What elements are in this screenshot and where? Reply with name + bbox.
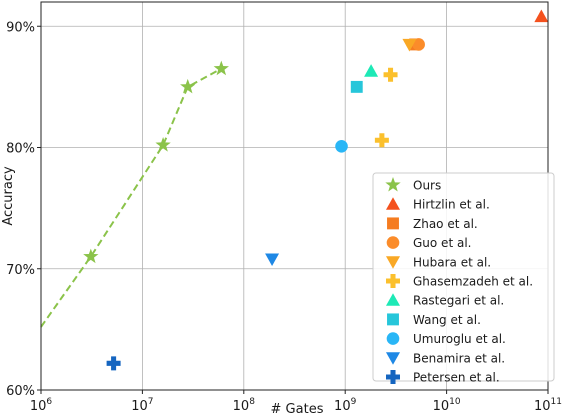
ghasemzadeh-et-al-point — [374, 133, 389, 148]
legend-marker-umuroglu-et-al — [386, 332, 400, 345]
x-tick-label: 106 — [30, 397, 53, 414]
legend-marker-ghasemzadeh-et-al — [386, 274, 400, 288]
ours-point — [213, 60, 229, 76]
legend-box — [372, 172, 555, 382]
legend-marker-hubara-et-al — [386, 256, 400, 269]
y-tick-label: 60% — [6, 384, 35, 399]
petersen-et-al-point — [106, 356, 121, 371]
legend-marker-benamira-et-al — [386, 352, 400, 365]
series-lines — [40, 67, 222, 328]
rastegari-et-al-point — [364, 64, 379, 77]
y-tick-label: 90% — [6, 20, 35, 35]
legend-marker-guo-et-al — [386, 236, 400, 249]
legend-marker-ours — [385, 176, 401, 192]
guo-et-al-point — [412, 38, 425, 51]
legend-label-zhao-et-al: Zhao et al. — [413, 217, 478, 231]
x-tick-label: 107 — [131, 397, 153, 414]
legend-label-rastegari-et-al: Rastegari et al. — [413, 294, 504, 308]
y-tick-label: 80% — [6, 142, 35, 157]
x-tick-label: 1010 — [433, 397, 461, 414]
legend-marker-rastegari-et-al — [386, 293, 400, 306]
x-tick-label: 1011 — [534, 397, 562, 414]
legend-label-hubara-et-al: Hubara et al. — [413, 255, 491, 269]
legend-label-petersen-et-al: Petersen et al. — [413, 371, 500, 385]
legend-marker-petersen-et-al — [386, 370, 400, 384]
ours-point — [83, 248, 99, 264]
legend-label-umuroglu-et-al: Umuroglu et al. — [413, 332, 506, 346]
legend-marker-hirtzlin-et-al — [386, 197, 400, 210]
x-axis-label: # Gates — [271, 402, 324, 415]
wang-et-al-point — [350, 80, 363, 93]
ours-point — [155, 137, 171, 152]
benamira-et-al-point — [265, 253, 280, 267]
data-markers — [83, 9, 549, 371]
legend-label-benamira-et-al: Benamira et al. — [413, 351, 505, 365]
x-tick-label: 108 — [233, 397, 256, 414]
legend: Ours Hirtzlin et al. Zhao et al. Guo et al.… — [372, 172, 555, 385]
hubara-et-al-point — [402, 38, 417, 52]
x-tick-label: 109 — [334, 397, 357, 414]
umuroglu-et-al-point — [335, 139, 348, 153]
legend-label-wang-et-al: Wang et al. — [413, 313, 481, 327]
axis-ticks: 106 107 108 109 1010 1011 60% 70% 80% 90% — [6, 20, 562, 414]
y-tick-label: 70% — [6, 263, 35, 278]
ours-trend-line — [40, 67, 222, 328]
hirtzlin-et-al-point — [534, 9, 549, 23]
legend-label-hirtzlin-et-al: Hirtzlin et al. — [413, 198, 490, 212]
ours-point — [180, 78, 196, 94]
legend-label-guo-et-al: Guo et al. — [413, 236, 471, 250]
legend-marker-wang-et-al — [387, 313, 399, 326]
legend-label-ours: Ours — [413, 179, 441, 193]
legend-marker-zhao-et-al — [387, 217, 399, 230]
y-axis-label: Accuracy — [1, 166, 16, 226]
ghasemzadeh-et-al-point — [383, 67, 398, 82]
legend-label-ghasemzadeh-et-al: Ghasemzadeh et al. — [413, 275, 533, 289]
